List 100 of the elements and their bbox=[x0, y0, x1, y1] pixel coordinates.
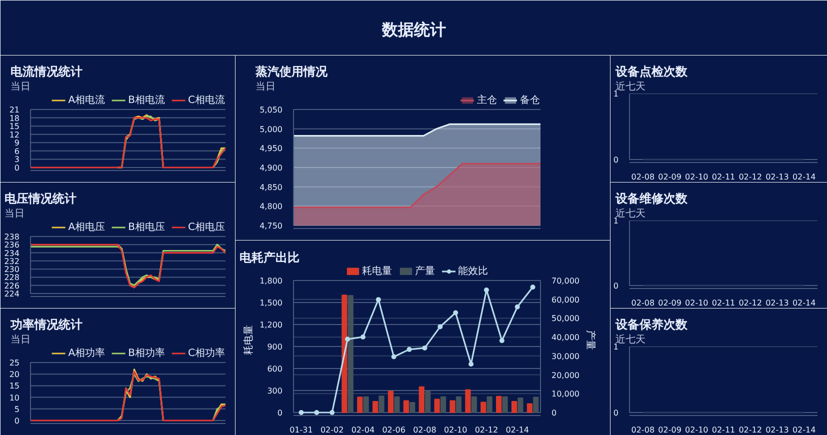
y-tick-label: 9 bbox=[14, 138, 20, 148]
y-axis-title: 耗电量 bbox=[242, 325, 255, 355]
legend-label: A相电流 bbox=[68, 94, 106, 107]
legend-label: A相功率 bbox=[68, 346, 106, 360]
text: 数据统计 bbox=[381, 20, 446, 39]
x-tick-label: 02-06 bbox=[382, 426, 406, 434]
y-tick-label: 15 bbox=[9, 382, 20, 391]
y-tick-label: 0 bbox=[277, 408, 283, 418]
y2-tick-label: 70,000 bbox=[552, 276, 580, 286]
chart-title: 设备维修次数 bbox=[614, 192, 688, 206]
x-tick-label: 02-04 bbox=[351, 426, 375, 434]
chart-title: 电耗产出比 bbox=[240, 250, 300, 264]
legend-label: 产量 bbox=[415, 264, 435, 278]
y2-tick-label: 50,000 bbox=[552, 314, 580, 324]
chart-title: 设备点检次数 bbox=[614, 64, 688, 78]
y-tick-label: 900 bbox=[267, 342, 283, 352]
x-tick-label: 02-08 bbox=[413, 426, 436, 434]
legend-label: B相功率 bbox=[128, 346, 166, 360]
x-tick-label: 02-11 bbox=[712, 298, 736, 308]
y-tick-label: 224 bbox=[4, 290, 20, 298]
legend-label: C相电压 bbox=[188, 220, 225, 234]
y-tick-label: 5,000 bbox=[260, 124, 283, 134]
y-tick-label: 25 bbox=[9, 358, 20, 368]
y-tick-label: 4,850 bbox=[260, 182, 283, 192]
x-tick-label: 02-10 bbox=[685, 172, 708, 182]
chart-subtitle: 当日 bbox=[10, 80, 30, 92]
x-tick-label: 02-08 bbox=[631, 172, 655, 182]
x-tick-label: 02-02 bbox=[320, 426, 344, 434]
y2-axis-title: 产量 bbox=[584, 330, 596, 350]
x-tick-label: 02-14 bbox=[506, 426, 529, 434]
x-tick-label: 02-10 bbox=[685, 298, 708, 308]
legend-label: 备仓 bbox=[520, 94, 540, 107]
x-tick-label: 02-10 bbox=[685, 426, 708, 434]
y-tick-label: 18 bbox=[9, 114, 20, 123]
chart-title: 电流情况统计 bbox=[10, 64, 82, 78]
y-tick-label: 1 bbox=[613, 342, 619, 352]
y-tick-label: 10 bbox=[9, 393, 20, 402]
y-tick-label: 3 bbox=[14, 155, 20, 164]
y-tick-label: 0 bbox=[613, 408, 619, 418]
chart-title: 电压情况统计 bbox=[4, 192, 76, 206]
y-tick-label: 234 bbox=[4, 248, 20, 258]
x-tick-label: 02-11 bbox=[712, 172, 736, 182]
y-tick-label: 0 bbox=[14, 416, 20, 426]
y-tick-label: 4,750 bbox=[260, 222, 283, 230]
y2-tick-label: 10,000 bbox=[552, 390, 580, 399]
y-tick-label: 12 bbox=[9, 130, 20, 140]
x-tick-label: 02-13 bbox=[766, 298, 789, 308]
y-tick-label: 5,050 bbox=[260, 106, 283, 114]
y-tick-label: 0 bbox=[14, 164, 20, 172]
y-tick-label: 230 bbox=[4, 265, 20, 274]
x-tick-label: 02-08 bbox=[631, 298, 655, 308]
y-tick-label: 1,800 bbox=[260, 276, 283, 286]
legend-label: B相电压 bbox=[128, 220, 166, 234]
legend-label: B相电流 bbox=[128, 94, 166, 107]
x-tick-label: 02-09 bbox=[658, 298, 682, 308]
y-tick-label: 238 bbox=[4, 232, 20, 242]
chart-title: 蒸汽使用情况 bbox=[254, 64, 328, 78]
x-tick-label: 02-12 bbox=[474, 426, 498, 434]
y-tick-label: 0 bbox=[613, 282, 619, 290]
x-tick-label: 02-12 bbox=[738, 298, 762, 308]
x-tick-label: 02-10 bbox=[444, 426, 468, 434]
x-tick-label: 02-12 bbox=[738, 172, 762, 182]
chart-subtitle: 近七天 bbox=[616, 80, 646, 92]
y-tick-label: 232 bbox=[4, 256, 20, 266]
y2-tick-label: 0 bbox=[552, 408, 557, 418]
legend-label: C相功率 bbox=[188, 346, 225, 360]
x-tick-label: 02-13 bbox=[766, 172, 789, 182]
y-tick-label: 228 bbox=[4, 273, 20, 282]
x-tick-label: 02-14 bbox=[792, 426, 816, 434]
legend-label: C相电流 bbox=[188, 94, 225, 107]
y2-tick-label: 20,000 bbox=[552, 370, 580, 380]
y-tick-label: 0 bbox=[613, 156, 619, 164]
x-tick-label: 02-11 bbox=[712, 426, 736, 434]
x-tick-label: 02-12 bbox=[738, 426, 762, 434]
chart-title: 设备保养次数 bbox=[614, 318, 688, 332]
y-tick-label: 1,200 bbox=[260, 320, 283, 330]
y2-tick-label: 40,000 bbox=[552, 333, 580, 342]
legend-label: 耗电量 bbox=[362, 264, 392, 278]
y-tick-label: 1,500 bbox=[260, 298, 283, 308]
chart-subtitle: 近七天 bbox=[616, 334, 646, 346]
y-tick-label: 20 bbox=[9, 370, 20, 380]
chart-subtitle: 近七天 bbox=[616, 208, 646, 220]
legend-label: 能效比 bbox=[458, 264, 488, 278]
y-tick-label: 15 bbox=[9, 122, 20, 132]
chart-subtitle: 当日 bbox=[256, 80, 276, 92]
y-tick-label: 4,800 bbox=[260, 202, 283, 212]
chart-title: 功率情况统计 bbox=[10, 318, 82, 332]
y2-tick-label: 30,000 bbox=[552, 352, 580, 361]
y-tick-label: 4,900 bbox=[260, 164, 283, 172]
legend-label: A相电压 bbox=[68, 220, 106, 234]
y-tick-label: 4,950 bbox=[260, 144, 283, 154]
x-tick-label: 02-09 bbox=[658, 426, 682, 434]
chart-subtitle: 当日 bbox=[10, 334, 30, 346]
chart-subtitle: 当日 bbox=[4, 208, 24, 220]
y-tick-label: 226 bbox=[4, 281, 20, 290]
y-tick-label: 300 bbox=[267, 386, 283, 396]
x-tick-label: 02-14 bbox=[792, 172, 816, 182]
legend-label: 主仓 bbox=[477, 94, 497, 107]
y-tick-label: 21 bbox=[9, 106, 20, 114]
y2-tick-label: 60,000 bbox=[552, 295, 580, 304]
